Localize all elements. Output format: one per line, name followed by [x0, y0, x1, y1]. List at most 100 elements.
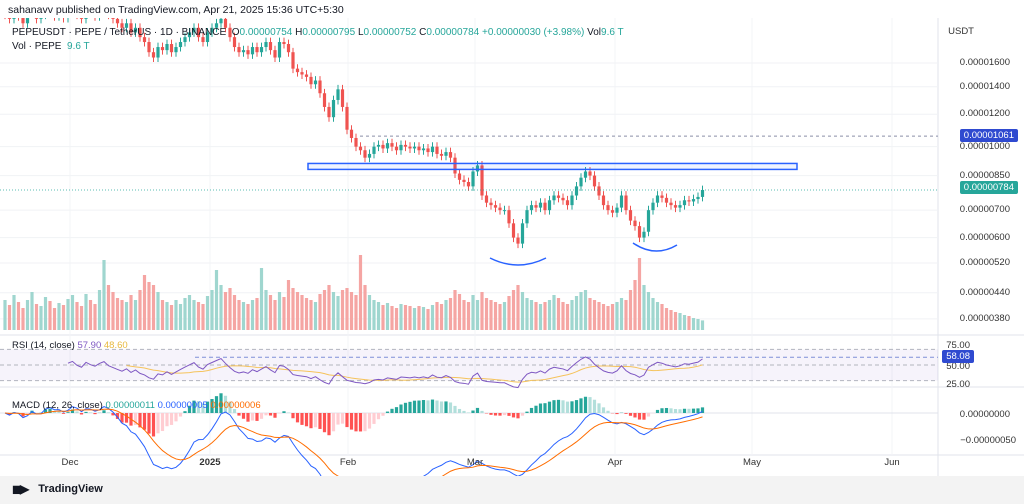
volume-bar: [520, 292, 525, 330]
footer: [0, 476, 1024, 504]
macd-tick: −0.00000050: [960, 435, 1016, 446]
candle-body: [606, 205, 610, 211]
macd-legend[interactable]: MACD (12, 26, close) 0.00000011 0.000000…: [12, 400, 261, 411]
volume-bar: [529, 300, 534, 330]
candle-body: [327, 106, 331, 118]
resistance-zone: [307, 162, 798, 171]
price-tick: 0.00000380: [959, 312, 1010, 324]
high-value: 0.00000795: [302, 27, 356, 38]
volume-bar: [57, 303, 61, 330]
volume-bar: [628, 290, 633, 330]
candle-body: [187, 32, 192, 38]
candle-body: [457, 173, 462, 180]
macd-histogram-bar: [669, 408, 673, 413]
macd-hist-value: 0.00000011: [105, 400, 155, 411]
volume-bar: [673, 312, 678, 330]
candle-body: [390, 143, 394, 147]
candle-body: [394, 146, 399, 151]
volume-bar: [102, 260, 106, 330]
price-tick: 0.00001200: [959, 108, 1010, 120]
volume-bar: [183, 298, 187, 330]
candle-body: [367, 153, 372, 158]
volume-bar: [151, 285, 156, 330]
macd-histogram-bar: [241, 413, 246, 419]
candle-body: [579, 177, 583, 187]
symbol-title[interactable]: PEPEUSDT · PEPE / TetherUS · 1D · BINANC…: [12, 27, 227, 38]
volume-bar: [30, 292, 34, 330]
rsi-legend[interactable]: RSI (14, close) 57.90 48.60: [12, 340, 128, 351]
volume-bar: [349, 292, 354, 330]
macd-histogram-bar: [435, 400, 439, 413]
volume-bar: [547, 300, 552, 330]
volume-bar: [619, 298, 624, 330]
macd-histogram-bar: [660, 408, 664, 413]
volume-bar: [394, 308, 399, 330]
macd-histogram-bar: [426, 400, 430, 413]
volume-bar: [192, 300, 196, 330]
macd-histogram-bar: [403, 402, 408, 413]
macd-histogram-bar: [696, 408, 700, 413]
macd-histogram-bar: [498, 413, 502, 416]
macd-histogram-bar: [273, 413, 277, 418]
candle-body: [169, 44, 174, 53]
volume-bar: [642, 285, 646, 330]
candle-body: [178, 42, 183, 48]
macd-histogram-bar: [205, 401, 210, 413]
macd-histogram-bar: [183, 411, 187, 413]
volume-bar: [97, 290, 102, 330]
candle-body: [124, 23, 129, 28]
volume-bar: [187, 295, 192, 330]
volume-bar: [25, 300, 30, 330]
candle-body: [273, 50, 277, 58]
candle-body: [241, 50, 246, 53]
volume-bar: [588, 298, 592, 330]
macd-histogram-bar: [237, 413, 241, 416]
volume-bar: [304, 298, 309, 330]
candle-body: [349, 129, 354, 138]
tradingview-logo[interactable]: ◼▶ TradingView: [12, 482, 103, 496]
candle-body: [376, 144, 381, 147]
volume-bar: [462, 300, 466, 330]
macd-histogram-bar: [385, 411, 390, 413]
volume-bar: [313, 302, 318, 330]
volume-bar: [610, 304, 615, 330]
macd-histogram-bar: [228, 401, 232, 413]
candle-body: [439, 153, 444, 156]
candle-body: [475, 165, 480, 172]
macd-histogram-bar: [700, 407, 705, 413]
volume-bar: [210, 290, 214, 330]
macd-histogram-bar: [520, 413, 525, 416]
volume-bar: [475, 300, 480, 330]
volume-legend[interactable]: Vol · PEPE 9.6 T: [12, 41, 90, 52]
macd-histogram-bar: [84, 411, 88, 413]
currency-label[interactable]: USDT: [948, 26, 974, 37]
volume-bar: [561, 302, 565, 330]
change-value: +0.00000030 (+3.98%): [482, 27, 585, 38]
candle-body: [115, 18, 120, 24]
macd-histogram-bar: [160, 413, 165, 432]
volume-bar: [133, 300, 138, 330]
candle-body: [268, 42, 273, 51]
candle-body: [358, 146, 363, 151]
macd-histogram-bar: [349, 413, 354, 430]
macd-histogram-bar: [259, 413, 264, 419]
symbol-legend: PEPEUSDT · PEPE / TetherUS · 1D · BINANC…: [12, 27, 624, 38]
rsi-ma-line: [126, 364, 703, 383]
candle-body: [538, 202, 543, 208]
macd-histogram-bar: [21, 413, 25, 417]
macd-histogram-bar: [66, 412, 70, 413]
volume-bar: [534, 302, 538, 330]
volume-bar: [277, 292, 282, 330]
candle-body: [313, 80, 318, 85]
volume-bar: [367, 295, 372, 330]
macd-histogram-bar: [354, 413, 358, 432]
candle-body: [489, 202, 493, 206]
volume-bar: [21, 308, 25, 330]
volume-bar: [556, 298, 561, 330]
volume-bar: [498, 304, 502, 330]
macd-histogram-bar: [102, 410, 106, 413]
macd-histogram-bar: [475, 407, 480, 413]
price-tick: 0.00001400: [959, 80, 1010, 92]
volume-bar: [250, 300, 255, 330]
